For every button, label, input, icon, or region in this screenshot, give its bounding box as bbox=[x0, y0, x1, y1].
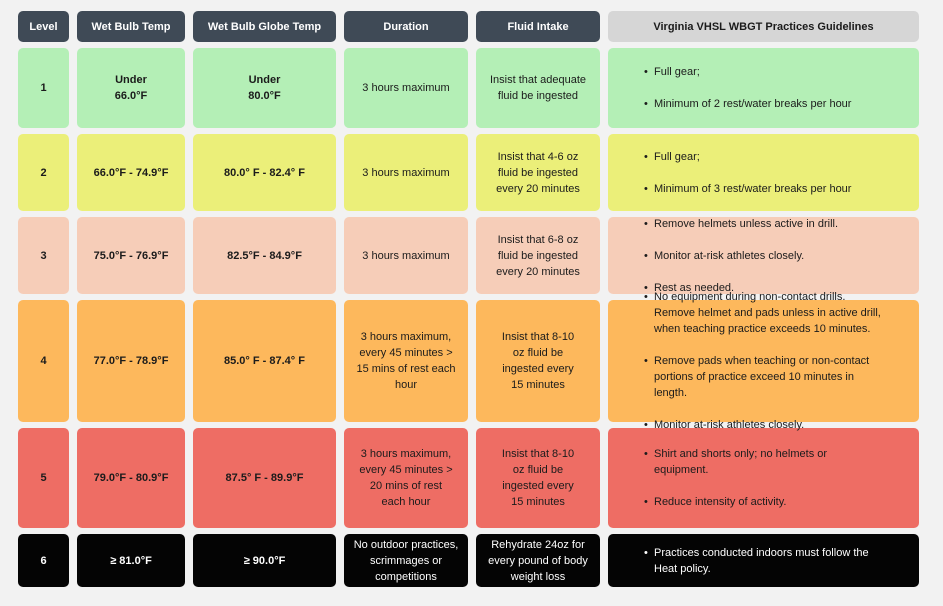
guideline-item: Monitor at-risk athletes closely. bbox=[644, 248, 838, 264]
guideline-item: No equipment during non-contact drills. … bbox=[644, 289, 881, 337]
header-wet-bulb-globe-temp: Wet Bulb Globe Temp bbox=[193, 11, 336, 42]
header-level: Level bbox=[18, 11, 69, 42]
guidelines-cell: No equipment during non-contact drills. … bbox=[608, 289, 919, 433]
guidelines-cell: Shirt and shorts only; no helmets or equ… bbox=[608, 428, 919, 528]
wbgt-cell: 82.5°F - 84.9°F bbox=[193, 217, 336, 294]
guideline-item: Monitor at-risk athletes closely. bbox=[644, 417, 881, 433]
duration-cell: 3 hours maximum, every 45 minutes > 20 m… bbox=[344, 428, 468, 528]
duration-cell: 3 hours maximum, every 45 minutes > 15 m… bbox=[344, 300, 468, 422]
wbgt-guidelines-table: Level Wet Bulb Temp Wet Bulb Globe Temp … bbox=[18, 11, 919, 587]
wet-bulb-cell: ≥ 81.0°F bbox=[77, 534, 185, 587]
guideline-item: Remove pads when teaching or non-contact… bbox=[644, 353, 881, 401]
guideline-item: Shirt and shorts only; no helmets or equ… bbox=[644, 446, 827, 478]
wet-bulb-cell: 79.0°F - 80.9°F bbox=[77, 428, 185, 528]
guideline-item: Minimum of 2 rest/water breaks per hour bbox=[644, 96, 851, 112]
wbgt-cell: 87.5° F - 89.9°F bbox=[193, 428, 336, 528]
wbgt-cell: Under 80.0°F bbox=[193, 48, 336, 128]
guideline-item: Practices conducted indoors must follow … bbox=[644, 545, 869, 577]
header-wet-bulb-temp: Wet Bulb Temp bbox=[77, 11, 185, 42]
guideline-item: Minimum of 3 rest/water breaks per hour bbox=[644, 181, 851, 197]
level-cell: 3 bbox=[18, 217, 69, 294]
fluid-intake-cell: Insist that 8-10 oz fluid be ingested ev… bbox=[476, 428, 600, 528]
wbgt-cell: ≥ 90.0°F bbox=[193, 534, 336, 587]
fluid-intake-cell: Insist that adequate fluid be ingested bbox=[476, 48, 600, 128]
guidelines-cell: Full gear; Minimum of 3 rest/water break… bbox=[608, 134, 919, 211]
level-cell: 6 bbox=[18, 534, 69, 587]
level-cell: 1 bbox=[18, 48, 69, 128]
header-duration: Duration bbox=[344, 11, 468, 42]
level-cell: 5 bbox=[18, 428, 69, 528]
duration-cell: 3 hours maximum bbox=[344, 217, 468, 294]
wet-bulb-cell: 75.0°F - 76.9°F bbox=[77, 217, 185, 294]
guidelines-cell: Full gear; Minimum of 2 rest/water break… bbox=[608, 48, 919, 128]
fluid-intake-cell: Rehydrate 24oz for every pound of body w… bbox=[476, 534, 600, 587]
fluid-intake-cell: Insist that 8-10 oz fluid be ingested ev… bbox=[476, 300, 600, 422]
wet-bulb-cell: 66.0°F - 74.9°F bbox=[77, 134, 185, 211]
duration-cell: 3 hours maximum bbox=[344, 48, 468, 128]
duration-cell: No outdoor practices, scrimmages or comp… bbox=[344, 534, 468, 587]
fluid-intake-cell: Insist that 6-8 oz fluid be ingested eve… bbox=[476, 217, 600, 294]
duration-cell: 3 hours maximum bbox=[344, 134, 468, 211]
guideline-item: Full gear; bbox=[644, 64, 851, 80]
wet-bulb-cell: 77.0°F - 78.9°F bbox=[77, 300, 185, 422]
wbgt-cell: 80.0° F - 82.4° F bbox=[193, 134, 336, 211]
guideline-item: Reduce intensity of activity. bbox=[644, 494, 827, 510]
level-cell: 4 bbox=[18, 300, 69, 422]
fluid-intake-cell: Insist that 4-6 oz fluid be ingested eve… bbox=[476, 134, 600, 211]
level-cell: 2 bbox=[18, 134, 69, 211]
header-guidelines: Virginia VHSL WBGT Practices Guidelines bbox=[608, 11, 919, 42]
guidelines-cell: Practices conducted indoors must follow … bbox=[608, 534, 919, 587]
wet-bulb-cell: Under 66.0°F bbox=[77, 48, 185, 128]
wbgt-cell: 85.0° F - 87.4° F bbox=[193, 300, 336, 422]
guideline-item: Full gear; bbox=[644, 149, 851, 165]
header-fluid-intake: Fluid Intake bbox=[476, 11, 600, 42]
guideline-item: Remove helmets unless active in drill. bbox=[644, 216, 838, 232]
